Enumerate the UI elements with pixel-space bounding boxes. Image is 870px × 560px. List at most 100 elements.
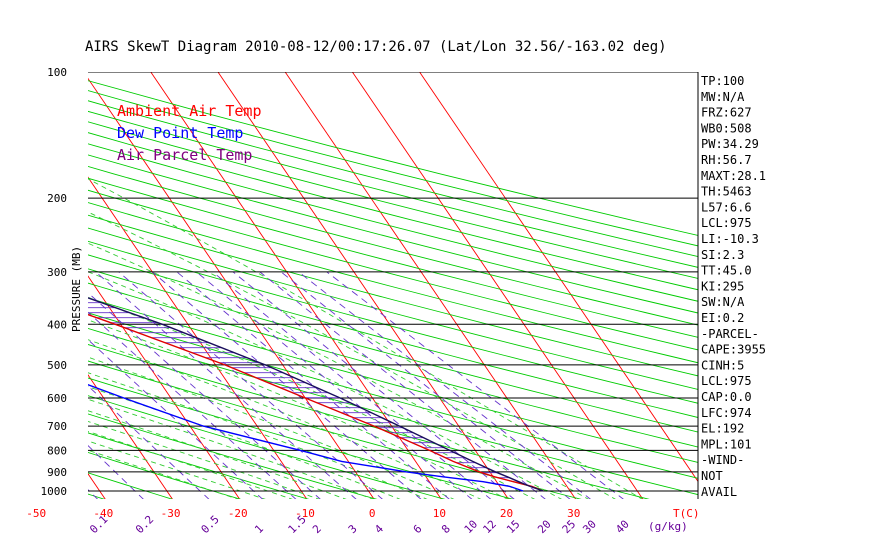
mixing-ratio-unit-label: (g/kg) xyxy=(648,520,688,533)
dry-adiabat-line xyxy=(88,360,582,499)
temp-unit-label: T(C) xyxy=(673,507,700,520)
dry-adiabat-line xyxy=(88,177,698,338)
mixing-ratio-line xyxy=(232,271,515,499)
y-axis-label: PRESSURE (MB) xyxy=(70,246,83,332)
mixing-ratio-tick-label: 1 xyxy=(252,522,266,536)
mixing-ratio-line xyxy=(298,271,591,499)
mixing-ratio-line xyxy=(95,271,357,499)
parameter-item: -PARCEL- xyxy=(701,327,759,341)
mixing-ratio-line xyxy=(151,271,422,499)
dry-adiabat-line xyxy=(88,121,698,279)
parameter-item: MW:N/A xyxy=(701,90,745,104)
moist-adiabat-line xyxy=(88,398,374,499)
parameter-item: TH:5463 xyxy=(701,185,752,199)
dry-adiabat-line xyxy=(88,90,698,247)
dry-adiabat-line xyxy=(88,451,242,499)
moist-adiabat-line xyxy=(88,319,509,499)
mixing-ratio-tick-label: 0.2 xyxy=(133,513,156,536)
dry-adiabat-line xyxy=(88,100,698,258)
mixing-ratio-tick-label: 0.5 xyxy=(199,513,222,536)
dry-adiabat-line xyxy=(88,413,378,499)
dry-adiabat-line xyxy=(88,282,698,448)
pressure-tick-label: 900 xyxy=(47,466,67,479)
dry-adiabat-line xyxy=(88,254,698,418)
pressure-tick-label: 700 xyxy=(47,420,67,433)
bottom-temp-tick-label: -50 xyxy=(26,507,46,520)
parameter-item: AVAIL xyxy=(701,485,737,499)
dry-adiabat-line xyxy=(88,214,698,377)
parameter-item: KI:295 xyxy=(701,279,744,293)
parameter-item: SI:2.3 xyxy=(701,248,744,262)
parameter-item: FRZ:627 xyxy=(701,106,752,120)
mixing-ratio-line xyxy=(88,385,210,499)
dry-adiabat-line xyxy=(88,154,698,314)
parameter-item: EI:0.2 xyxy=(701,311,744,325)
parameter-item: L57:6.6 xyxy=(701,200,752,214)
legend-dew-point-temp: Dew Point Temp xyxy=(117,124,243,142)
moist-adiabat-line xyxy=(88,430,293,499)
bottom-temp-tick-label: 20 xyxy=(500,507,513,520)
mixing-ratio-tick-label: 2 xyxy=(310,522,324,536)
dry-adiabat-line xyxy=(88,395,446,499)
mixing-ratio-line xyxy=(88,445,144,499)
pressure-tick-label: 400 xyxy=(47,318,67,331)
isotherm-line xyxy=(419,72,698,483)
parameter-item: TP:100 xyxy=(701,74,744,88)
mixing-ratio-tick-label: 30 xyxy=(580,518,599,537)
legend-ambient-air-temp: Ambient Air Temp xyxy=(117,102,262,120)
moist-adiabat-line xyxy=(88,356,455,499)
legend: Ambient Air Temp Dew Point Temp Air Parc… xyxy=(117,102,262,164)
mixing-ratio-line xyxy=(259,271,546,499)
moist-adiabat-line xyxy=(88,440,266,499)
bottom-temp-tick-label: 30 xyxy=(567,507,580,520)
pressure-tick-label: 300 xyxy=(47,266,67,279)
parameter-item: CINH:5 xyxy=(701,358,744,372)
mixing-ratio-tick-label: 40 xyxy=(613,518,632,537)
bottom-temp-tick-label: -30 xyxy=(161,507,181,520)
dry-adiabat-line xyxy=(88,189,698,351)
mixing-ratio-line xyxy=(88,292,321,499)
mixing-ratio-line xyxy=(118,271,383,499)
parameter-item: MPL:101 xyxy=(701,437,752,451)
mixing-ratio-line xyxy=(326,271,624,499)
moist-adiabat-line xyxy=(88,420,320,499)
parameter-item: PW:34.29 xyxy=(701,137,759,151)
dry-adiabat-line xyxy=(88,202,698,364)
moist-adiabat-line xyxy=(88,372,428,499)
moist-adiabat-line xyxy=(88,242,589,499)
dry-adiabat-line xyxy=(88,143,698,302)
parameter-item: CAP:0.0 xyxy=(701,390,752,404)
parameter-item: NOT xyxy=(701,469,723,483)
parameter-item: EL:192 xyxy=(701,422,744,436)
parameter-item: CAPE:3955 xyxy=(701,343,766,357)
isotherm-line xyxy=(0,63,39,500)
pressure-tick-label: 100 xyxy=(47,66,67,79)
parameter-item: LI:-10.3 xyxy=(701,232,759,246)
dry-adiabat-line xyxy=(88,377,514,499)
air-parcel-temp-line xyxy=(88,297,544,492)
pressure-tick-label: 800 xyxy=(47,444,67,457)
moist-adiabat-line xyxy=(88,178,643,499)
plot-area xyxy=(0,63,698,500)
pressure-tick-label: 200 xyxy=(47,192,67,205)
bottom-temp-tick-label: -20 xyxy=(228,507,248,520)
mixing-ratio-line xyxy=(88,339,264,499)
moist-adiabat-line xyxy=(88,410,347,499)
pressure-tick-label: 1000 xyxy=(41,485,68,498)
dry-adiabat-line xyxy=(88,268,698,433)
isotherm-line xyxy=(217,72,509,499)
mixing-ratio-tick-label: 15 xyxy=(504,518,523,537)
pressure-tick-label: 600 xyxy=(47,392,67,405)
dry-adiabat-line xyxy=(88,227,698,390)
parameter-item: LFC:974 xyxy=(701,406,752,420)
mixing-ratio-tick-label: 6 xyxy=(411,522,425,536)
parameter-item: TT:45.0 xyxy=(701,264,752,278)
parameter-item: SW:N/A xyxy=(701,295,745,309)
mixing-ratio-tick-label: 20 xyxy=(535,518,554,537)
mixing-ratio-tick-label: 12 xyxy=(480,518,499,537)
dry-adiabat-line xyxy=(88,297,698,463)
mixing-ratio-line xyxy=(88,311,297,499)
legend-air-parcel-temp: Air Parcel Temp xyxy=(117,146,252,164)
